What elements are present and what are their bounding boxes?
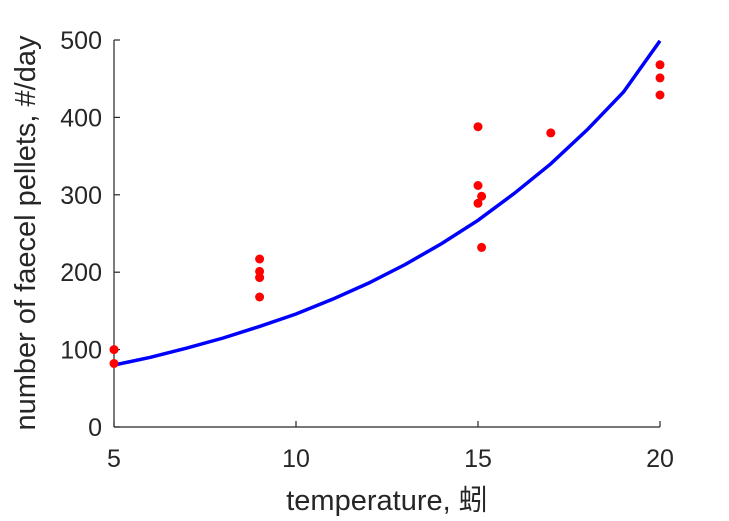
data-point bbox=[255, 292, 265, 302]
data-point bbox=[109, 345, 119, 355]
y-tick-label: 300 bbox=[60, 182, 102, 210]
x-axis-title: temperature, 蚓 bbox=[286, 485, 487, 517]
data-point bbox=[473, 122, 483, 132]
y-tick-label: 200 bbox=[60, 259, 102, 287]
y-tick-label: 0 bbox=[88, 414, 102, 442]
y-tick-label: 500 bbox=[60, 27, 102, 55]
data-point bbox=[477, 242, 487, 252]
x-tick-label: 15 bbox=[464, 445, 492, 473]
x-tick-label: 5 bbox=[107, 445, 121, 473]
data-point bbox=[655, 90, 665, 100]
data-point bbox=[109, 359, 119, 368]
y-axis-title: number of faecel pellets, #/day bbox=[10, 35, 42, 430]
data-point bbox=[255, 273, 265, 283]
x-tick-label: 20 bbox=[646, 445, 674, 473]
tick-marks bbox=[113, 39, 661, 428]
data-point bbox=[255, 254, 265, 264]
y-tick-label: 400 bbox=[60, 104, 102, 132]
fit-curve-series bbox=[113, 39, 662, 367]
data-point bbox=[655, 60, 665, 70]
data-point bbox=[546, 128, 556, 138]
y-tick-label: 100 bbox=[60, 337, 102, 365]
x-tick-label: 10 bbox=[282, 445, 310, 473]
data-point bbox=[655, 73, 665, 83]
data-point bbox=[473, 181, 483, 190]
data-point bbox=[477, 191, 487, 201]
data-point bbox=[255, 266, 265, 276]
data-point bbox=[473, 198, 483, 208]
data-points bbox=[109, 60, 665, 368]
